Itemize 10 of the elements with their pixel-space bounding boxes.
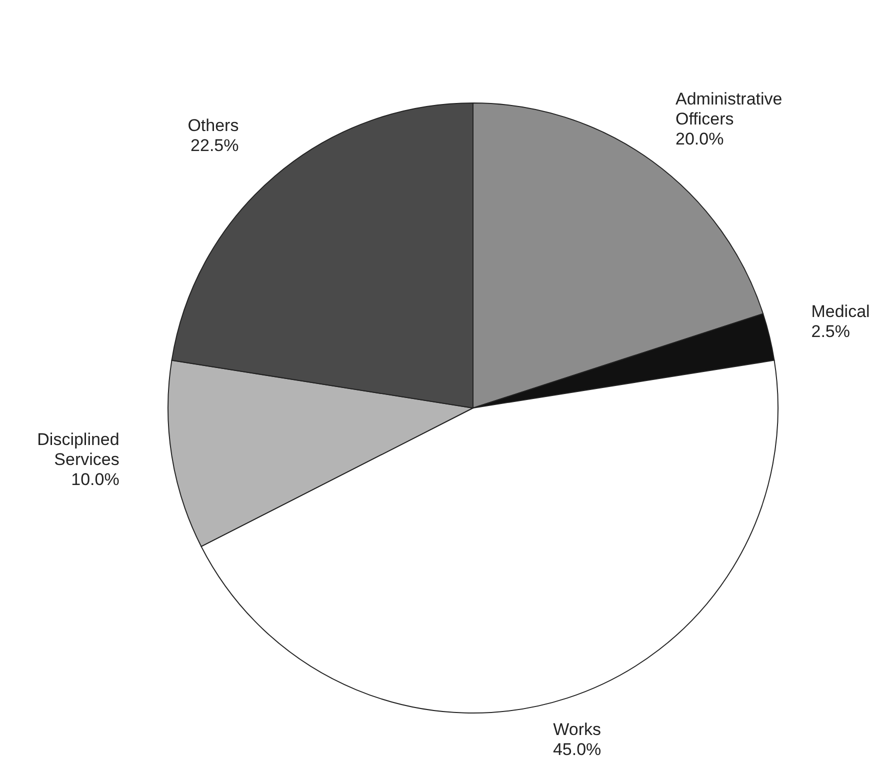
slice-label: Medical (811, 302, 870, 322)
slice-label: Administrative Officers (675, 89, 782, 128)
data-label: 2.5% (811, 322, 850, 342)
data-label: 45.0% (552, 740, 602, 760)
slice-label: Disciplined Services (37, 430, 120, 470)
slice-label: Others (188, 116, 239, 136)
data-label: 20.0% (675, 129, 724, 148)
data-label: 22.5% (190, 136, 239, 156)
slice-label: Works (553, 720, 602, 740)
data-label: 10.0% (71, 470, 120, 490)
